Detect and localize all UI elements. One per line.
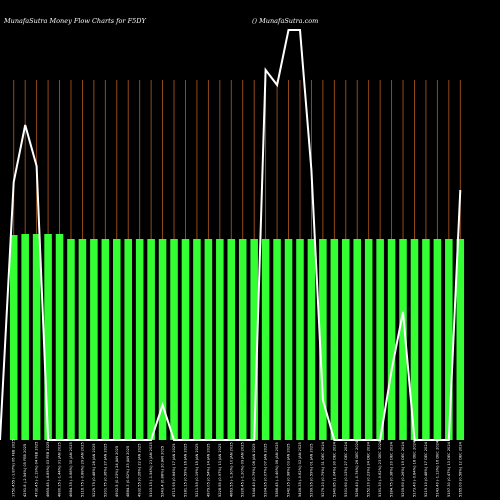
bar bbox=[307, 239, 316, 440]
x-tick-label: 4902.5 (0.23%) 24 JAN 2025 bbox=[115, 446, 119, 497]
money-flow-line bbox=[0, 29, 462, 441]
bar bbox=[353, 239, 362, 440]
x-tick-label: 5340.85 (1.04%) 30 DEC 2024 bbox=[332, 441, 336, 497]
bar bbox=[78, 239, 87, 440]
x-tick-label: 5205.60 (0.26%) 19 DEC 2024 bbox=[401, 441, 405, 497]
bar bbox=[273, 239, 281, 440]
bar bbox=[341, 239, 350, 440]
bar bbox=[261, 239, 270, 440]
x-tick-label: 4800.35 (-1.44%) 31 JAN 2025 bbox=[58, 442, 62, 497]
x-tick-label: 5191.30 (-0.62%) 23 DEC 2024 bbox=[378, 440, 382, 497]
bar bbox=[296, 239, 304, 440]
x-tick-label: 5344.40 (0.79%) 08 JAN 2025 bbox=[252, 443, 256, 497]
x-tick-label: 4713.95 (0.64%) 17 JAN 2025 bbox=[172, 443, 176, 497]
x-tick-label: 5173.40 (-0.84%) 18 DEC 2024 bbox=[412, 440, 416, 497]
x-tick-label: 5103.15 (-1.54%) 21 JAN 2025 bbox=[149, 442, 153, 497]
x-tick-label: 5229.75 (0.48%) 28 JAN 2025 bbox=[92, 443, 96, 497]
bar bbox=[32, 234, 41, 440]
x-tick-label: 5201.75 (0.36%) 27 JAN 2025 bbox=[103, 443, 107, 497]
x-tick-label: 5266.40 (-0.74%) 26 DEC 2024 bbox=[355, 440, 359, 497]
x-tick-label: 5299.95 (0.59%) 01 JAN 2025 bbox=[309, 443, 313, 497]
bar bbox=[410, 239, 419, 440]
bar bbox=[181, 239, 190, 440]
bar bbox=[250, 239, 258, 440]
x-tick-label: 5279.20 (0.79%) 31 DEC 2024 bbox=[321, 441, 325, 497]
bar bbox=[330, 239, 339, 440]
x-tick-label: 5219.10 (0.48%) 17 DEC 2024 bbox=[424, 441, 428, 497]
bar bbox=[319, 239, 327, 440]
x-tick-label: 5116.75 (-0.88%) 29 JAN 2025 bbox=[80, 442, 84, 497]
x-tick-label: 4665.45 (-4.85%) 03 FEB 2025 bbox=[46, 442, 50, 497]
x-tick-label: 4291.8 (-2.54%) 05 FEB 2025 bbox=[23, 444, 27, 497]
bar bbox=[193, 239, 201, 440]
bar bbox=[170, 239, 178, 440]
bars bbox=[9, 234, 465, 440]
x-tick-label: 5252.20 (0.23%) 24 DEC 2024 bbox=[367, 441, 371, 497]
bar bbox=[112, 239, 121, 440]
x-tick-label: 1750.455 (-1.87%) 06 FEB 2025 bbox=[12, 439, 16, 497]
x-tick-label: 4884.3 (0.62%) 23 JAN 2025 bbox=[126, 446, 130, 497]
x-tick-label: 5386.45 (-0.46%) 06 JAN 2025 bbox=[275, 442, 279, 497]
x-tick-label: 5165.00 (0.58%) 12 DEC 2024 bbox=[458, 441, 462, 497]
bar bbox=[55, 234, 64, 440]
x-tick-label: 5304.95 (0.07%) 07 JAN 2025 bbox=[264, 443, 268, 497]
bar bbox=[67, 239, 75, 440]
x-tick-label: 5211.55 (0.19%) 15 JAN 2025 bbox=[195, 443, 199, 497]
x-tick-label: 4979.05 (0.54%) 14 JAN 2025 bbox=[206, 443, 210, 497]
x-tick-label: 4932.55 (0.26%) 22 JAN 2025 bbox=[138, 443, 142, 497]
x-tick-label: 5143.40 (-1.13%) 16 DEC 2024 bbox=[435, 440, 439, 497]
x-tick-label: 4730.45 (-2.19%) 04 FEB 2025 bbox=[35, 442, 39, 497]
x-tick-label: 4684.35 (-0.68%) 30 JAN 2025 bbox=[69, 442, 73, 497]
bar bbox=[9, 235, 18, 440]
bar bbox=[399, 239, 407, 440]
money-flow-line-path bbox=[0, 29, 462, 441]
bar bbox=[227, 239, 236, 440]
bar bbox=[216, 239, 224, 440]
bar bbox=[204, 239, 213, 440]
bar bbox=[238, 239, 247, 440]
bar bbox=[376, 239, 384, 440]
x-tick-label: 5228.55 (0.97%) 13 JAN 2025 bbox=[218, 443, 222, 497]
bar bbox=[422, 239, 430, 440]
x-tick-label: 5181.15 (0.59%) 16 JAN 2025 bbox=[183, 443, 187, 497]
bar bbox=[135, 239, 144, 440]
x-tick-label: 5301.60 (0.13%) 27 DEC 2024 bbox=[344, 441, 348, 497]
x-tick-label: 5184.75 (0.38%) 20 DEC 2024 bbox=[390, 441, 394, 497]
watermark: () MunafaSutra.com bbox=[252, 17, 318, 25]
x-tick-labels: 1750.455 (-1.87%) 06 FEB 2025 4291.8 (-2.… bbox=[12, 439, 463, 497]
x-tick-label: 5243.4 (0.88%) 20 JAN 2025 bbox=[161, 446, 165, 497]
bar bbox=[21, 234, 29, 440]
bar bbox=[445, 239, 453, 440]
bar bbox=[284, 239, 293, 440]
bar bbox=[387, 239, 396, 440]
chart-title: MunafaSutra Money Flow Charts for F5DY bbox=[3, 17, 146, 25]
x-tick-label: 5406.35 (-0.62%) 02 JAN 2025 bbox=[298, 442, 302, 497]
bar bbox=[364, 239, 373, 440]
x-tick-label: 5197.30 (0.47%) 13 DEC 2024 bbox=[447, 441, 451, 497]
bar bbox=[147, 239, 155, 440]
x-tick-label: 4863.55 (-1.30%) 10 JAN 2025 bbox=[229, 442, 233, 497]
x-tick-label: 5342.35 (0.98%) 03 JAN 2025 bbox=[287, 443, 291, 497]
bar bbox=[433, 239, 442, 440]
x-tick-label: 5326.45 (-1.20%) 09 JAN 2025 bbox=[241, 442, 245, 497]
bar bbox=[124, 239, 133, 440]
bar bbox=[158, 239, 167, 440]
bar bbox=[456, 239, 465, 440]
bar bbox=[101, 239, 110, 440]
bar bbox=[44, 234, 52, 440]
bar bbox=[90, 239, 98, 440]
